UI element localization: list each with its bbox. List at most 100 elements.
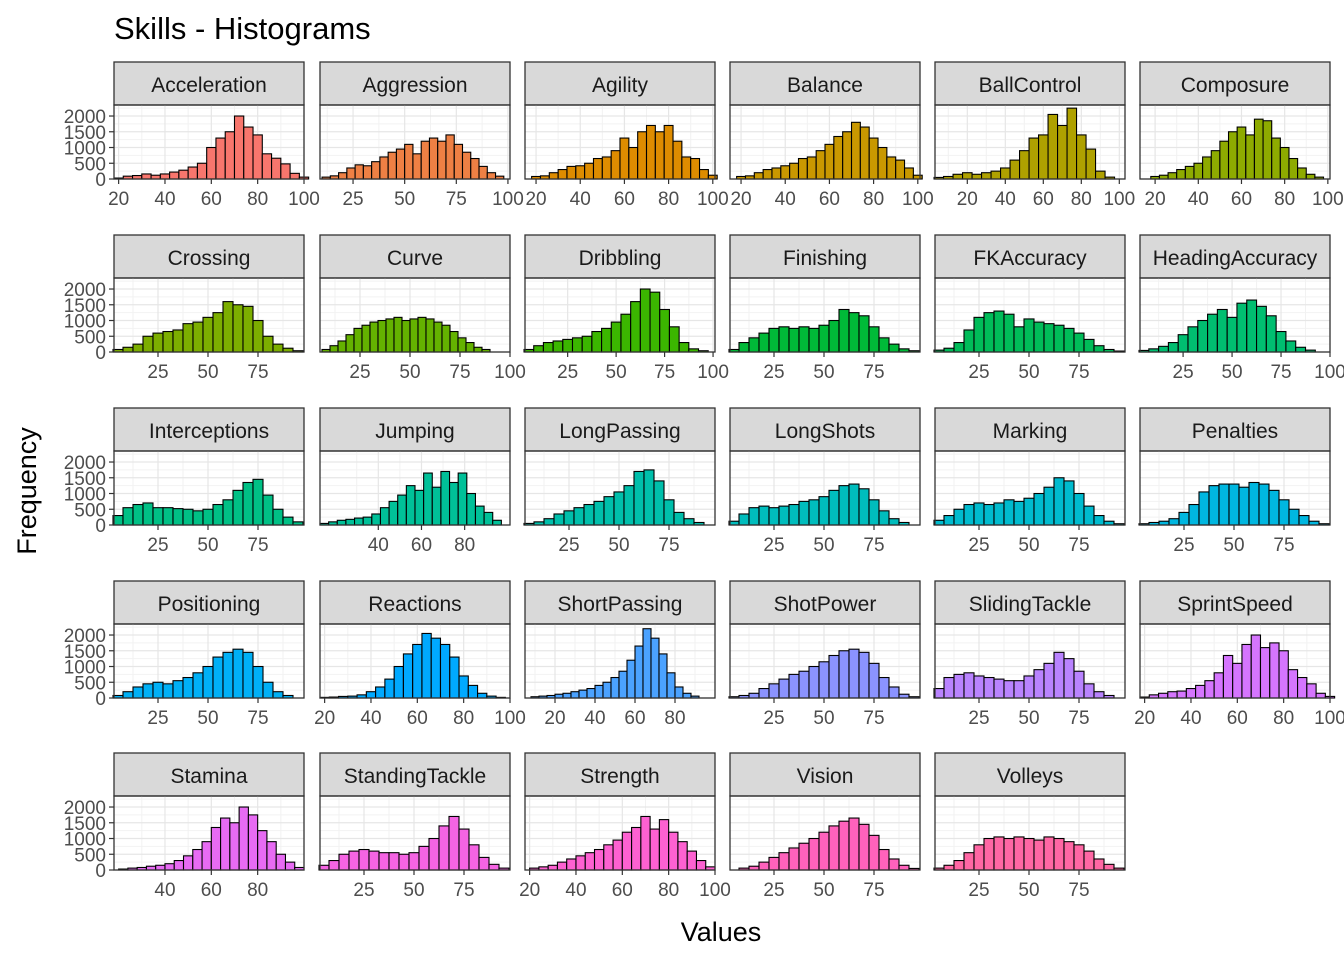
- x-tick-label: 100: [902, 189, 934, 210]
- y-tick-label: 1500: [64, 814, 106, 835]
- x-tick-label: 75: [1273, 535, 1294, 556]
- histogram-bar: [196, 162, 208, 180]
- x-tick-label: 25: [342, 189, 363, 210]
- histogram-bar: [371, 513, 382, 526]
- facet-strip: [113, 752, 305, 797]
- histogram-bar: [1043, 836, 1055, 871]
- facet-strip-label: ShotPower: [774, 593, 877, 616]
- y-tick-label: 2000: [64, 626, 106, 647]
- x-tick-label: 25: [968, 362, 989, 383]
- histogram-bar: [1207, 313, 1218, 353]
- histogram-bar: [1103, 863, 1115, 871]
- x-tick-label: 100: [697, 189, 729, 210]
- histogram-bars: [933, 651, 1115, 699]
- histogram-bar: [1033, 669, 1045, 699]
- histogram-bar: [1033, 492, 1045, 526]
- histogram-bar: [603, 844, 614, 871]
- x-tick-label: 40: [368, 535, 389, 556]
- histogram-bar: [336, 519, 347, 526]
- histogram-bar: [584, 852, 596, 871]
- facet-panel: SprintSpeed 20 40 60 80 100: [1134, 580, 1344, 729]
- histogram-bar: [242, 651, 254, 699]
- panel-border: [524, 277, 716, 353]
- y-tick-label: 1000: [64, 658, 106, 679]
- histogram-bar: [1202, 156, 1212, 180]
- histogram-bar: [162, 507, 174, 526]
- histogram-bar: [365, 691, 377, 699]
- facet-strip: [729, 580, 921, 625]
- histogram-bar: [838, 650, 850, 699]
- histogram-bar: [999, 167, 1011, 180]
- histogram-bar: [1245, 134, 1255, 180]
- x-tick-label: 50: [197, 535, 218, 556]
- histogram-bar: [1013, 680, 1025, 699]
- x-tick-label: 40: [154, 880, 175, 901]
- facet-strip: [319, 61, 511, 106]
- histogram-bar: [192, 510, 204, 526]
- facet-strip: [1139, 407, 1331, 452]
- histogram-bar: [808, 499, 820, 526]
- histogram-bar: [142, 502, 154, 526]
- x-tick-label: 60: [819, 189, 840, 210]
- histogram-bars: [112, 301, 304, 353]
- facet-strip-label: Composure: [1181, 74, 1290, 97]
- x-tick-label: 75: [863, 535, 884, 556]
- histogram-bar: [439, 643, 451, 699]
- histogram-bar: [202, 316, 214, 353]
- histogram-bar: [155, 864, 166, 871]
- histogram-bar: [210, 826, 222, 871]
- x-tick-label: 50: [394, 189, 415, 210]
- x-axis-label: Values: [681, 917, 762, 947]
- histogram-bar: [329, 345, 339, 353]
- x-tick-label: 75: [863, 362, 884, 383]
- histogram-bar: [1003, 680, 1015, 699]
- facet-panel: BallControl 20 40 60 80 100: [933, 61, 1135, 210]
- histogram-bar: [1297, 167, 1307, 180]
- histogram-bar: [571, 337, 583, 353]
- histogram-bar: [1167, 342, 1179, 353]
- x-tick-label: 75: [453, 880, 474, 901]
- histogram-bar: [983, 312, 995, 353]
- histogram-bar: [466, 492, 477, 526]
- histogram-bar: [379, 156, 389, 180]
- histogram-bar: [971, 173, 983, 180]
- x-tick-label: 20: [544, 708, 565, 729]
- histogram-bar: [649, 291, 661, 353]
- facet-panel: Aggression 25 50 75 100: [319, 61, 524, 210]
- histogram-bar: [1216, 308, 1228, 353]
- histogram-bar: [212, 656, 224, 699]
- histogram-bar: [242, 481, 254, 526]
- histogram-bar: [642, 628, 652, 699]
- y-tick-label: 0: [95, 516, 106, 537]
- facet-panel: Volleys 25 50 75: [933, 752, 1126, 901]
- histogram-bar: [457, 337, 467, 353]
- histogram-bar: [818, 831, 830, 871]
- histogram-bar: [963, 503, 975, 526]
- histogram-bar: [361, 324, 371, 353]
- histogram-bar: [178, 169, 189, 180]
- histogram-bar: [547, 864, 558, 871]
- facet-strip-label: Positioning: [158, 593, 261, 616]
- histogram-bar: [272, 508, 284, 526]
- histogram-bar: [603, 496, 615, 526]
- x-tick-label: 25: [147, 535, 168, 556]
- x-tick-label: 75: [863, 880, 884, 901]
- histogram-bar: [1053, 837, 1065, 871]
- histogram-bar: [1053, 324, 1065, 353]
- histogram-bar: [695, 860, 707, 871]
- histogram-bar: [486, 172, 497, 180]
- histogram-bar: [169, 171, 180, 180]
- histogram-bar: [243, 126, 254, 180]
- histogram-bar: [666, 672, 676, 699]
- facet-strip: [524, 407, 716, 452]
- facet-strip-label: Dribbling: [579, 247, 662, 270]
- histogram-bar: [159, 173, 171, 180]
- y-tick-label: 1500: [64, 469, 106, 490]
- histogram-bar: [337, 340, 347, 353]
- x-tick-label: 20: [108, 189, 129, 210]
- panel-border: [319, 623, 511, 699]
- histogram-bar: [1003, 499, 1015, 526]
- facet-strip: [524, 61, 716, 106]
- x-tick-label: 60: [612, 880, 633, 901]
- histogram-bar: [468, 844, 480, 871]
